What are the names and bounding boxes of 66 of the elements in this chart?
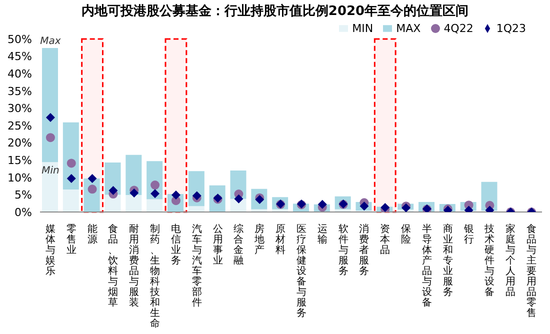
y-tick-label: 20% — [8, 136, 32, 150]
point — [130, 188, 139, 198]
chart-title: 内地可投港股公募基金：行业持股市值比例2020年至今的位置区间 — [80, 2, 470, 20]
bar — [334, 209, 351, 212]
x-tick-label: 家庭与个人用品 — [506, 223, 516, 298]
x-tick-label: 综合金融 — [234, 223, 244, 266]
x-tick-label: 食品、饮料与烟草 — [107, 223, 118, 308]
point — [360, 202, 369, 211]
legend-label: MAX — [396, 22, 421, 35]
y-tick-label: 5% — [14, 188, 32, 202]
point — [150, 189, 160, 198]
x-tick-label: 能源 — [87, 223, 98, 246]
bar — [126, 195, 142, 212]
y-tick-label: 45% — [8, 50, 32, 64]
x-tick-label: 零售业 — [66, 224, 76, 256]
bar — [42, 162, 58, 212]
x-tick-label: 软件与服务 — [338, 223, 348, 277]
x-tick-label: 电信业务 — [170, 223, 181, 266]
point — [66, 158, 76, 168]
x-tick-label: 保险 — [401, 224, 412, 246]
x-tick-label: 银行 — [462, 224, 474, 246]
x-tick-label: 消费者服务 — [359, 223, 370, 277]
bar — [62, 190, 79, 212]
category-label: 医疗保健设备与服务 — [296, 224, 306, 319]
x-tick-label: 公用事业 — [212, 223, 223, 266]
bar — [42, 48, 58, 162]
x-tick-label: 技术硬件与设备 — [484, 223, 495, 298]
x-tick-label: 原材料 — [274, 224, 286, 256]
category-label: 制药、生物科技和生命 — [150, 224, 160, 330]
category-label: 食品与主要用品零售 — [526, 224, 537, 319]
y-tick-label: 35% — [8, 84, 32, 98]
y-tick-label: 40% — [8, 68, 32, 81]
point — [150, 180, 160, 190]
point — [66, 174, 76, 183]
point — [88, 184, 97, 194]
x-tick-label: 运输 — [317, 223, 328, 246]
bar — [251, 209, 268, 212]
bar — [62, 122, 79, 190]
point — [46, 113, 55, 122]
point — [108, 186, 118, 196]
bar — [146, 199, 163, 212]
annotation: Min — [42, 165, 60, 176]
point — [318, 200, 327, 209]
legend-label: 1Q23 — [496, 22, 526, 35]
y-tick-label: 30% — [8, 102, 32, 116]
y-tick-label: 15% — [8, 154, 32, 168]
y-tick-label: 0% — [14, 206, 32, 219]
x-tick-label: 媒体与娱乐 — [45, 224, 56, 277]
x-tick-label: 汽车与汽车零部件 — [192, 223, 202, 308]
annotation: Max — [40, 36, 61, 47]
bar — [272, 209, 288, 212]
legend-label: 4Q22 — [444, 22, 474, 35]
y-tick-label: 10% — [8, 171, 32, 184]
bar — [188, 206, 204, 212]
point — [171, 190, 180, 200]
point — [88, 174, 97, 183]
x-tick-label: 商业和专业服务 — [442, 223, 453, 298]
x-tick-label: 房地产 — [254, 223, 265, 256]
x-tick-label: 半导体产品与设备 — [422, 223, 432, 308]
point — [46, 133, 55, 142]
x-tick-label: 资本品 — [380, 223, 390, 256]
legend-label: MIN — [352, 22, 374, 35]
y-tick-label: 50% — [8, 32, 32, 46]
point — [234, 194, 244, 204]
x-tick-label: 耐用消费品与服装 — [129, 224, 140, 308]
y-tick-label: 25% — [8, 119, 32, 132]
